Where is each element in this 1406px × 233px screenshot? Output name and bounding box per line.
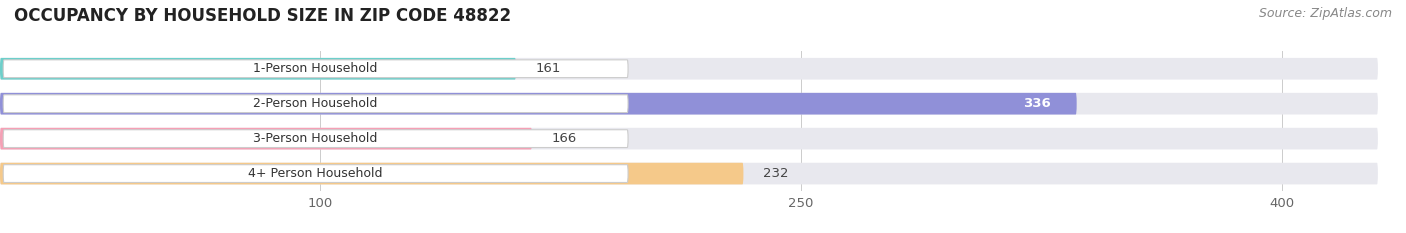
FancyBboxPatch shape bbox=[0, 58, 516, 80]
Text: 336: 336 bbox=[1024, 97, 1052, 110]
Text: 161: 161 bbox=[536, 62, 561, 75]
Text: 2-Person Household: 2-Person Household bbox=[253, 97, 378, 110]
FancyBboxPatch shape bbox=[0, 93, 1378, 115]
Text: Source: ZipAtlas.com: Source: ZipAtlas.com bbox=[1258, 7, 1392, 20]
FancyBboxPatch shape bbox=[0, 163, 744, 185]
Text: 232: 232 bbox=[762, 167, 789, 180]
FancyBboxPatch shape bbox=[3, 130, 628, 147]
FancyBboxPatch shape bbox=[3, 165, 628, 182]
Text: 3-Person Household: 3-Person Household bbox=[253, 132, 378, 145]
FancyBboxPatch shape bbox=[3, 95, 628, 113]
FancyBboxPatch shape bbox=[0, 128, 1378, 150]
FancyBboxPatch shape bbox=[0, 58, 1378, 80]
Text: 4+ Person Household: 4+ Person Household bbox=[249, 167, 382, 180]
Text: 1-Person Household: 1-Person Household bbox=[253, 62, 378, 75]
FancyBboxPatch shape bbox=[3, 60, 628, 78]
Text: 166: 166 bbox=[551, 132, 576, 145]
Text: OCCUPANCY BY HOUSEHOLD SIZE IN ZIP CODE 48822: OCCUPANCY BY HOUSEHOLD SIZE IN ZIP CODE … bbox=[14, 7, 512, 25]
FancyBboxPatch shape bbox=[0, 93, 1077, 115]
FancyBboxPatch shape bbox=[0, 128, 531, 150]
FancyBboxPatch shape bbox=[0, 163, 1378, 185]
